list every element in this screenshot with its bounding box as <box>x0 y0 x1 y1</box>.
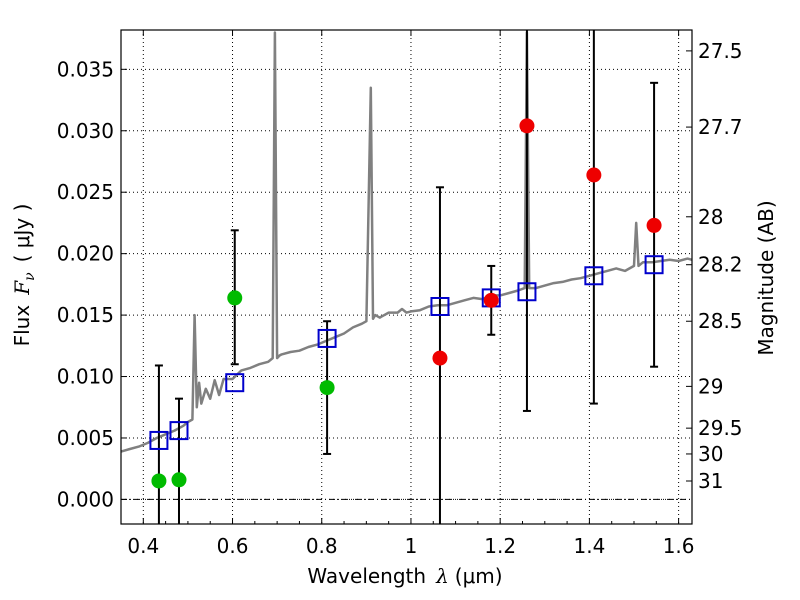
data-point-marker <box>519 118 535 134</box>
y-tick-label: 0.010 <box>57 365 114 389</box>
model-square-marker <box>169 421 189 441</box>
x-tick-label: 1.4 <box>573 534 605 558</box>
data-point-marker <box>227 290 243 306</box>
model-square-marker <box>644 255 664 275</box>
data-point-marker <box>432 350 448 366</box>
plot-area <box>121 30 692 524</box>
x-axis: 0.4 0.6 0.8 1 1.2 1.4 1.6 <box>120 30 695 558</box>
model-square-marker <box>430 296 450 316</box>
data-point-marker <box>646 217 662 233</box>
plot-frame <box>120 29 693 525</box>
y-axis-label: FluxFν( μJy ) <box>10 204 38 347</box>
data-point-marker <box>586 167 602 183</box>
x-tick-label: 0.8 <box>306 534 338 558</box>
magnitude-tick-label: 30 <box>698 442 723 466</box>
y-axis-right-label: Magnitude (AB) <box>754 200 778 355</box>
x-tick-label: 1.2 <box>484 534 516 558</box>
data-point-marker <box>319 380 335 396</box>
data-point-marker <box>151 473 167 489</box>
model-square-marker <box>317 328 337 348</box>
magnitude-tick-label: 28 <box>698 205 723 229</box>
x-tick-label: 1 <box>405 534 418 558</box>
y-tick-label: 0.000 <box>57 487 114 511</box>
y-tick-label: 0.030 <box>57 119 114 143</box>
spectrum-line <box>121 31 692 453</box>
model-square-marker <box>584 266 604 286</box>
magnitude-tick-label: 29.5 <box>698 416 743 440</box>
y-axis-right: 27.5 27.7 28 28.2 28.5 29 29.530 31 <box>686 39 743 493</box>
model-square-marker <box>225 373 245 393</box>
x-axis-label: Wavelength λ (μm) <box>307 564 502 588</box>
x-tick-label: 0.6 <box>217 534 249 558</box>
data-point-marker <box>171 472 187 488</box>
y-tick-label: 0.015 <box>57 303 114 327</box>
y-tick-label: 0.020 <box>57 242 114 266</box>
y-tick-label: 0.035 <box>57 57 114 81</box>
y-axis-left: 0.000 0.005 0.010 0.015 0.020 0.025 0.030 0.035 <box>57 57 127 511</box>
y-tick-label: 0.005 <box>57 426 114 450</box>
y-tick-label: 0.025 <box>57 180 114 204</box>
axes-box <box>120 29 693 525</box>
x-tick-label: 1.6 <box>663 534 695 558</box>
magnitude-tick-label: 27.7 <box>698 115 743 139</box>
magnitude-tick-label: 28.2 <box>698 253 743 277</box>
gridlines <box>121 30 692 524</box>
magnitude-tick-label: 31 <box>698 469 723 493</box>
x-tick-label: 0.4 <box>127 534 159 558</box>
magnitude-tick-label: 29 <box>698 374 723 398</box>
data-point-marker <box>483 292 499 308</box>
model-square-marker <box>149 430 169 450</box>
magnitude-tick-label: 28.5 <box>698 309 743 333</box>
magnitude-tick-label: 27.5 <box>698 39 743 63</box>
model-square-marker <box>517 282 537 302</box>
